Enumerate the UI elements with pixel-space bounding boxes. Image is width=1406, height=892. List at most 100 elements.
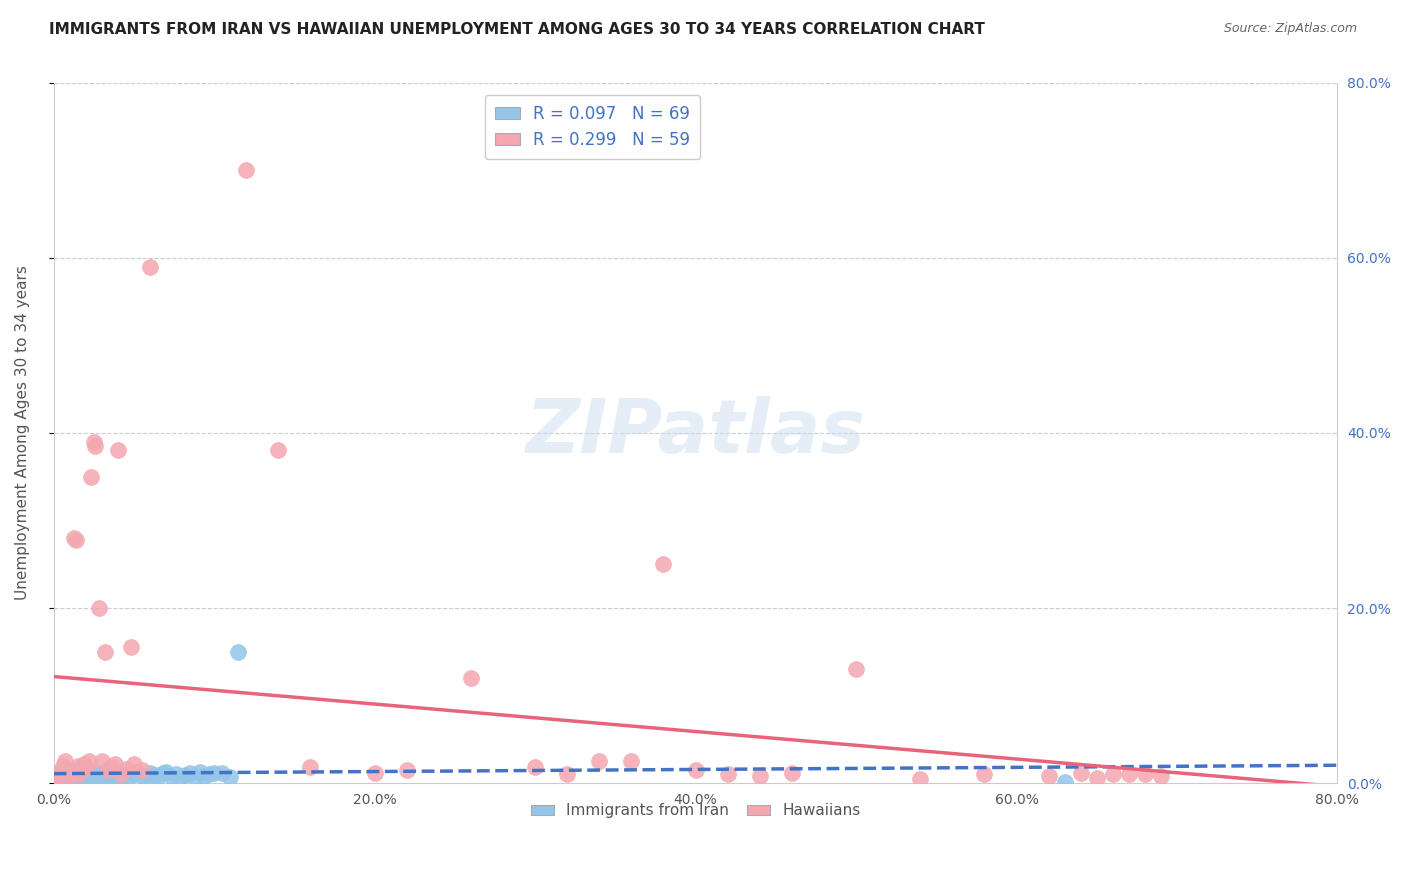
Point <box>48 769 70 783</box>
Point <box>48 771 70 785</box>
Point <box>174 768 197 782</box>
Point <box>84 439 107 453</box>
Point <box>122 756 145 771</box>
Point <box>1053 775 1076 789</box>
Point <box>159 769 181 783</box>
Point <box>83 768 105 782</box>
Point <box>1085 771 1108 785</box>
Point <box>96 770 118 784</box>
Point <box>94 645 117 659</box>
Point <box>60 767 83 781</box>
Point <box>188 764 211 779</box>
Point <box>83 434 105 449</box>
Point <box>76 768 98 782</box>
Point <box>114 762 136 776</box>
Text: Source: ZipAtlas.com: Source: ZipAtlas.com <box>1223 22 1357 36</box>
Point <box>1070 765 1092 780</box>
Point <box>62 770 84 784</box>
Point <box>51 766 73 780</box>
Text: IMMIGRANTS FROM IRAN VS HAWAIIAN UNEMPLOYMENT AMONG AGES 30 TO 34 YEARS CORRELAT: IMMIGRANTS FROM IRAN VS HAWAIIAN UNEMPLO… <box>49 22 986 37</box>
Point <box>73 756 96 771</box>
Point <box>226 645 249 659</box>
Point <box>84 764 107 779</box>
Point <box>152 766 174 780</box>
Point <box>77 765 100 780</box>
Point <box>193 769 215 783</box>
Text: ZIPatlas: ZIPatlas <box>526 396 866 469</box>
Point <box>44 767 66 781</box>
Point <box>122 767 145 781</box>
Point <box>98 767 121 781</box>
Point <box>79 469 101 483</box>
Point <box>77 754 100 768</box>
Point <box>44 772 66 786</box>
Point <box>97 763 120 777</box>
Point <box>51 764 73 779</box>
Point <box>114 766 136 780</box>
Point <box>49 768 72 782</box>
Point <box>1038 769 1060 783</box>
Point <box>72 763 94 777</box>
Y-axis label: Unemployment Among Ages 30 to 34 years: Unemployment Among Ages 30 to 34 years <box>15 266 30 600</box>
Point <box>70 764 93 779</box>
Point <box>59 764 82 779</box>
Point <box>1118 767 1140 781</box>
Point <box>66 766 89 780</box>
Legend: Immigrants from Iran, Hawaiians: Immigrants from Iran, Hawaiians <box>524 797 866 824</box>
Point <box>1150 769 1173 783</box>
Point <box>685 763 707 777</box>
Point <box>780 765 803 780</box>
Point <box>65 533 87 547</box>
Point <box>63 764 86 778</box>
Point <box>131 763 153 777</box>
Point <box>363 765 385 780</box>
Point <box>652 558 675 572</box>
Point <box>67 769 90 783</box>
Point <box>620 754 643 768</box>
Point <box>53 754 76 768</box>
Point <box>179 765 201 780</box>
Point <box>139 260 162 274</box>
Point <box>53 764 76 778</box>
Point <box>1133 767 1156 781</box>
Point <box>60 765 83 780</box>
Point <box>908 772 931 786</box>
Point <box>135 771 157 785</box>
Point <box>110 767 132 781</box>
Point <box>299 760 322 774</box>
Point <box>524 760 547 774</box>
Point <box>120 640 142 655</box>
Point <box>51 770 73 784</box>
Point <box>49 772 72 786</box>
Point <box>395 763 418 777</box>
Point <box>45 767 67 781</box>
Point <box>52 769 75 783</box>
Point <box>845 662 868 676</box>
Point <box>139 765 162 780</box>
Point <box>56 771 79 785</box>
Point <box>90 754 112 768</box>
Point <box>73 767 96 781</box>
Point <box>184 770 207 784</box>
Point <box>55 763 77 777</box>
Point <box>67 767 90 781</box>
Point <box>101 769 124 783</box>
Point <box>63 768 86 782</box>
Point <box>52 758 75 772</box>
Point <box>63 531 86 545</box>
Point <box>90 769 112 783</box>
Point <box>93 765 115 780</box>
Point <box>1101 767 1123 781</box>
Point <box>202 765 225 780</box>
Point <box>143 768 166 782</box>
Point <box>118 770 141 784</box>
Point <box>155 764 177 779</box>
Point <box>52 765 75 780</box>
Point <box>87 767 110 781</box>
Point <box>56 767 79 781</box>
Point <box>267 443 290 458</box>
Point <box>45 769 67 783</box>
Point <box>59 769 82 783</box>
Point <box>105 765 128 780</box>
Point <box>165 767 187 781</box>
